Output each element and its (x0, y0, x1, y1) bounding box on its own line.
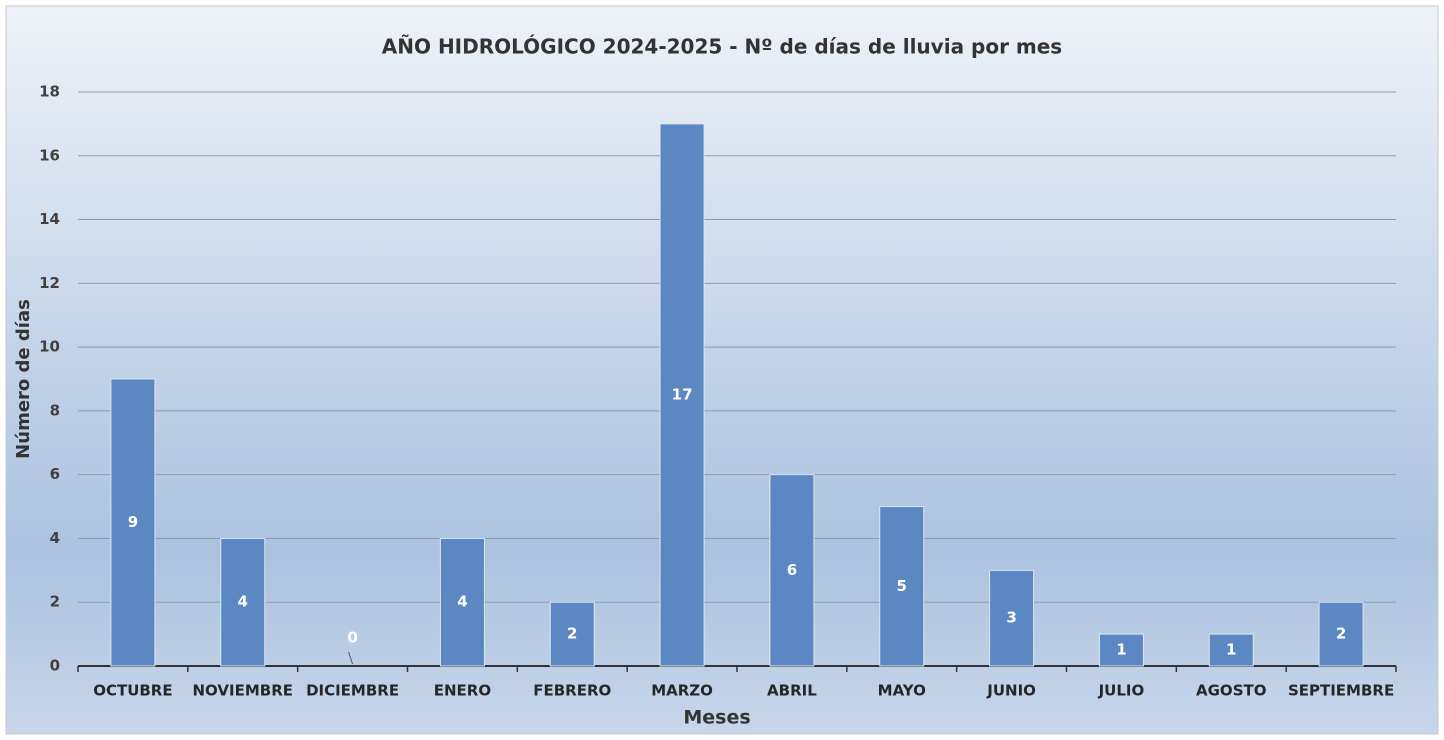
x-tick-label: SEPTIEMBRE (1288, 682, 1394, 700)
value-label: 5 (897, 577, 907, 595)
value-label: 4 (238, 593, 248, 611)
x-tick-label: MAYO (878, 682, 926, 700)
x-tick-label: FEBRERO (533, 682, 611, 700)
x-tick-label: ABRIL (767, 682, 817, 700)
value-label: 3 (1006, 609, 1016, 627)
y-tick-label: 10 (39, 338, 60, 356)
value-label: 17 (672, 385, 693, 403)
value-label: 9 (128, 513, 138, 531)
y-tick-label: 12 (39, 274, 60, 292)
x-tick-label: MARZO (651, 682, 713, 700)
x-tick-label: ENERO (434, 682, 491, 700)
y-tick-label: 8 (50, 401, 60, 419)
y-axis-label: Número de días (13, 299, 34, 459)
value-label: 2 (1336, 625, 1346, 643)
leader-line (348, 651, 354, 665)
x-tick-label: DICIEMBRE (306, 682, 399, 700)
chart-title: AÑO HIDROLÓGICO 2024-2025 - Nº de días d… (382, 35, 1062, 59)
y-tick-label: 18 (39, 83, 60, 101)
y-tick-label: 0 (50, 657, 60, 675)
bar (659, 123, 705, 667)
y-tick-label: 2 (50, 593, 60, 611)
x-tick-label: NOVIEMBRE (193, 682, 294, 700)
bar (439, 537, 485, 667)
value-label: 1 (1116, 641, 1126, 659)
value-label: 6 (787, 561, 797, 579)
bar (549, 601, 595, 667)
value-label: 2 (567, 625, 577, 643)
value-label: 4 (457, 593, 467, 611)
x-tick-label: AGOSTO (1196, 682, 1266, 700)
bar (110, 378, 156, 667)
x-tick-label: JULIO (1098, 682, 1145, 700)
bar (989, 569, 1035, 667)
value-label: 0 (347, 629, 357, 647)
bar (879, 506, 925, 667)
value-label: 1 (1226, 641, 1236, 659)
x-tick-label: OCTUBRE (93, 682, 172, 700)
bar (1208, 633, 1254, 667)
x-axis-label: Meses (683, 707, 750, 729)
bar (1318, 601, 1364, 667)
y-tick-label: 16 (39, 146, 60, 164)
y-tick-label: 4 (50, 529, 60, 547)
bar (769, 474, 815, 667)
y-tick-label: 6 (50, 465, 60, 483)
bar (220, 537, 266, 667)
x-tick-label: JUNIO (986, 682, 1036, 700)
bar (1098, 633, 1144, 667)
y-tick-label: 14 (39, 210, 60, 228)
